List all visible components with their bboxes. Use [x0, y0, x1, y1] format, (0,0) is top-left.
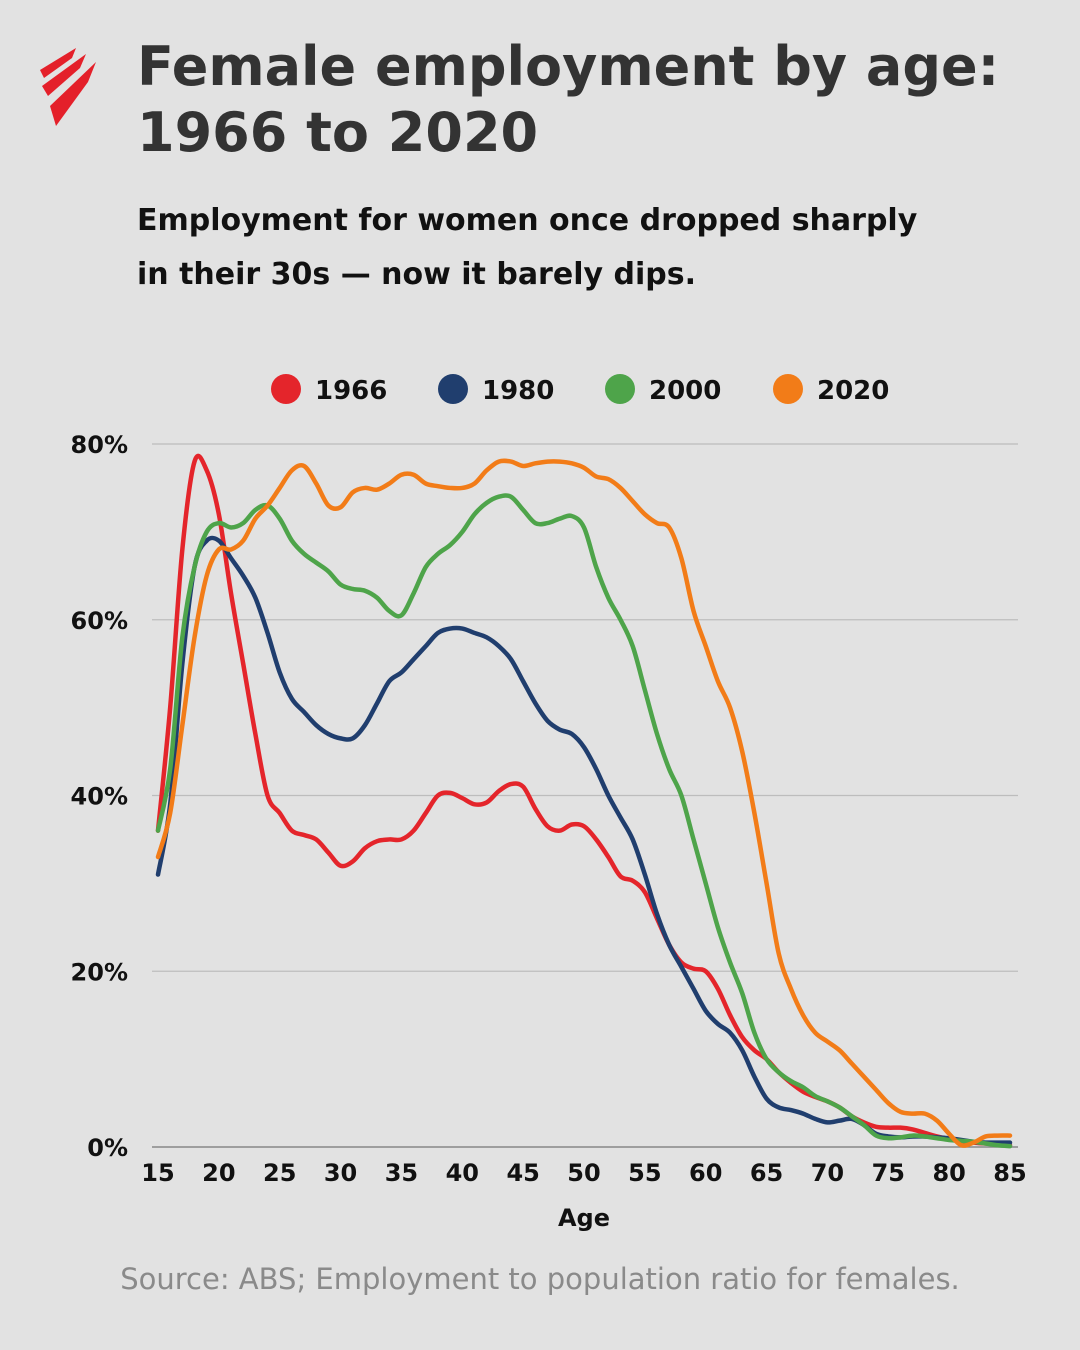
- x-tick-label: 35: [385, 1159, 418, 1187]
- y-tick-label: 40%: [71, 783, 128, 811]
- legend-marker-2020: [773, 374, 803, 404]
- x-tick-label: 20: [202, 1159, 235, 1187]
- title-line-1: Female employment by age:: [137, 35, 1000, 98]
- series-line-2000: [155, 493, 1013, 1149]
- y-tick-label: 0%: [87, 1134, 128, 1162]
- x-tick-label: 40: [446, 1159, 479, 1187]
- legend-label-1966: 1966: [315, 376, 387, 406]
- y-tick-label: 80%: [71, 431, 128, 459]
- legend-label-2020: 2020: [817, 376, 889, 406]
- x-tick-label: 45: [506, 1159, 539, 1187]
- legend-label-2000: 2000: [649, 376, 721, 406]
- legend-marker-1980: [438, 374, 468, 404]
- x-axis-label: Age: [558, 1204, 610, 1232]
- x-tick-label: 15: [141, 1159, 174, 1187]
- x-tick-label: 75: [872, 1159, 905, 1187]
- legend-marker-1966: [271, 374, 301, 404]
- y-tick-label: 60%: [71, 607, 128, 635]
- x-tick-label: 25: [263, 1159, 296, 1187]
- legend-label-1980: 1980: [482, 376, 554, 406]
- x-tick-label: 65: [750, 1159, 783, 1187]
- x-tick-label: 70: [811, 1159, 844, 1187]
- source-note: Source: ABS; Employment to population ra…: [120, 1262, 960, 1296]
- series-line-2020: [155, 458, 1013, 1148]
- y-tick-label: 20%: [71, 958, 128, 986]
- series-line-1966: [155, 453, 1013, 1148]
- x-tick-label: 55: [628, 1159, 661, 1187]
- chart-title: Female employment by age: 1966 to 2020: [137, 34, 1037, 166]
- x-tick-label: 50: [567, 1159, 600, 1187]
- x-tick-label: 80: [932, 1159, 965, 1187]
- subtitle-line-2: in their 30s — now it barely dips.: [137, 257, 696, 292]
- x-tick-label: 85: [993, 1159, 1026, 1187]
- title-line-2: 1966 to 2020: [137, 101, 539, 164]
- subtitle-line-1: Employment for women once dropped sharpl…: [137, 203, 918, 238]
- x-tick-label: 60: [689, 1159, 722, 1187]
- chart-subtitle: Employment for women once dropped sharpl…: [137, 194, 1017, 302]
- x-tick-label: 30: [324, 1159, 357, 1187]
- sbs-logo: [40, 48, 96, 126]
- series-line-1980: [155, 535, 1013, 1145]
- legend-marker-2000: [605, 374, 635, 404]
